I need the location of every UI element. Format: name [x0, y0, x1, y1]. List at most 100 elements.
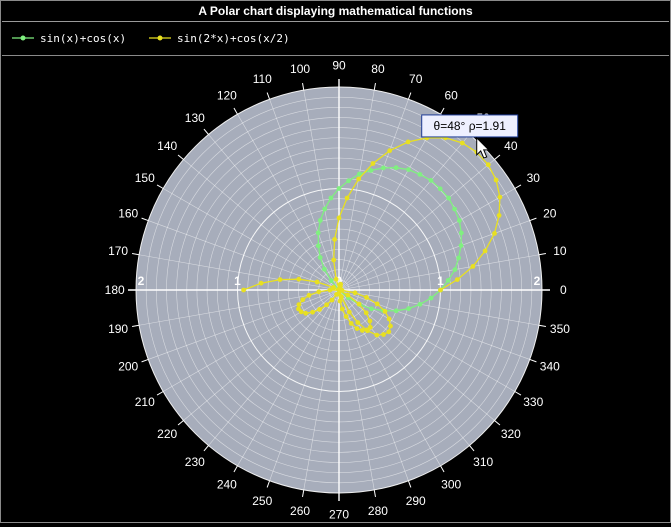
data-point[interactable]: [329, 297, 335, 303]
data-point[interactable]: [382, 309, 388, 314]
data-point[interactable]: [343, 314, 349, 319]
data-point[interactable]: [331, 285, 336, 290]
data-point[interactable]: [352, 290, 358, 296]
data-point[interactable]: [331, 257, 337, 263]
data-point[interactable]: [296, 302, 302, 307]
data-point[interactable]: [497, 194, 503, 200]
legend-label: sin(2*x)+cos(x/2): [177, 31, 290, 45]
data-point[interactable]: [332, 237, 337, 242]
data-point[interactable]: [317, 218, 323, 223]
data-point[interactable]: [356, 301, 362, 307]
data-point[interactable]: [345, 292, 351, 298]
data-point[interactable]: [333, 276, 339, 282]
data-point[interactable]: [387, 148, 393, 154]
data-point[interactable]: [452, 206, 457, 212]
data-point[interactable]: [364, 327, 370, 333]
data-point[interactable]: [492, 231, 497, 236]
data-point[interactable]: [428, 295, 434, 301]
data-point[interactable]: [258, 280, 264, 286]
data-point[interactable]: [458, 243, 464, 249]
data-point[interactable]: [496, 213, 502, 218]
data-point[interactable]: [393, 165, 399, 171]
data-point[interactable]: [315, 230, 321, 236]
data-point[interactable]: [393, 308, 399, 314]
legend-item-series-2[interactable]: sin(2*x)+cos(x/2): [149, 30, 290, 46]
data-point[interactable]: [386, 316, 392, 322]
data-point[interactable]: [386, 329, 392, 335]
data-point[interactable]: [317, 307, 322, 312]
data-point[interactable]: [445, 278, 451, 283]
data-point[interactable]: [364, 295, 369, 300]
data-point[interactable]: [303, 310, 309, 316]
data-point[interactable]: [388, 323, 393, 329]
data-point[interactable]: [417, 301, 423, 307]
data-point[interactable]: [405, 139, 411, 145]
data-point[interactable]: [367, 318, 373, 324]
data-point[interactable]: [459, 140, 465, 146]
data-point[interactable]: [277, 277, 283, 282]
data-point[interactable]: [374, 332, 380, 338]
data-point[interactable]: [417, 172, 423, 177]
data-point[interactable]: [336, 291, 342, 297]
data-point[interactable]: [359, 328, 365, 333]
plot-area[interactable]: 0102030405060708090100110120130140150160…: [5, 57, 668, 522]
data-point[interactable]: [457, 218, 462, 223]
data-point[interactable]: [363, 310, 369, 316]
data-point[interactable]: [493, 177, 499, 183]
data-point[interactable]: [346, 178, 351, 184]
data-point[interactable]: [355, 320, 361, 325]
data-point[interactable]: [446, 195, 451, 201]
data-point[interactable]: [328, 278, 334, 284]
data-point[interactable]: [470, 264, 476, 269]
data-point[interactable]: [369, 306, 374, 312]
data-point[interactable]: [354, 326, 360, 331]
data-point[interactable]: [337, 282, 343, 288]
data-point[interactable]: [452, 267, 458, 272]
data-point[interactable]: [346, 309, 352, 315]
data-point[interactable]: [241, 287, 247, 293]
data-point[interactable]: [374, 301, 380, 307]
data-point[interactable]: [406, 167, 411, 172]
data-point[interactable]: [348, 321, 354, 326]
data-point[interactable]: [336, 286, 342, 292]
data-point[interactable]: [357, 171, 362, 177]
legend-item-series-1[interactable]: sin(x)+cos(x): [12, 30, 126, 46]
data-point[interactable]: [300, 297, 306, 303]
data-point[interactable]: [314, 279, 320, 285]
data-point[interactable]: [485, 162, 491, 168]
data-point[interactable]: [337, 298, 343, 304]
data-point[interactable]: [454, 277, 460, 282]
polar-plot[interactable]: 0102030405060708090100110120130140150160…: [5, 57, 668, 522]
data-point[interactable]: [482, 248, 488, 254]
angle-tick-label: 110: [253, 72, 272, 86]
data-point[interactable]: [406, 306, 411, 312]
data-point[interactable]: [316, 289, 322, 295]
data-point[interactable]: [428, 178, 434, 183]
data-point[interactable]: [367, 324, 373, 330]
data-point[interactable]: [322, 266, 327, 272]
data-point[interactable]: [344, 195, 350, 201]
data-point[interactable]: [456, 255, 461, 261]
data-point[interactable]: [356, 176, 361, 182]
data-point[interactable]: [296, 276, 302, 282]
data-point[interactable]: [316, 243, 321, 249]
data-point[interactable]: [327, 287, 333, 293]
data-point[interactable]: [438, 287, 443, 293]
data-point[interactable]: [336, 186, 342, 191]
data-point[interactable]: [306, 292, 312, 298]
data-point[interactable]: [336, 215, 342, 221]
data-point[interactable]: [339, 306, 345, 312]
angle-tick-label: 350: [550, 322, 570, 336]
data-point[interactable]: [317, 255, 323, 260]
data-point[interactable]: [298, 309, 304, 315]
data-point[interactable]: [310, 309, 315, 315]
data-point[interactable]: [458, 230, 464, 236]
data-point[interactable]: [381, 332, 386, 337]
data-point[interactable]: [381, 165, 386, 171]
data-point[interactable]: [324, 302, 329, 308]
data-point[interactable]: [328, 195, 334, 201]
data-point[interactable]: [322, 206, 328, 212]
data-point[interactable]: [368, 168, 374, 173]
data-point[interactable]: [370, 161, 376, 166]
data-point[interactable]: [437, 186, 443, 192]
